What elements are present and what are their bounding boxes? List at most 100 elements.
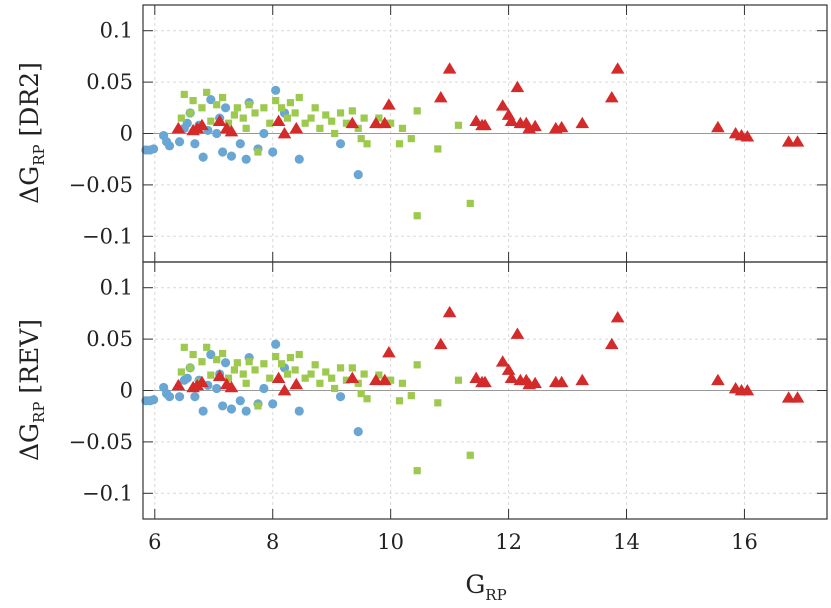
green-square-point [283, 370, 292, 378]
green-square-point [311, 104, 319, 112]
green-square-point [219, 349, 227, 358]
blue-circle-point [149, 395, 159, 405]
green-square-point [230, 366, 238, 374]
y-tick-label: −0.1 [82, 481, 133, 505]
green-square-point [360, 114, 368, 122]
blue-circle-point [164, 141, 175, 151]
green-square-point [251, 109, 259, 117]
red-triangle-point [528, 376, 542, 389]
green-square-point [291, 109, 299, 117]
green-square-point [387, 119, 395, 127]
green-square-point [413, 467, 421, 475]
green-square-point [189, 97, 197, 105]
green-square-point [360, 370, 368, 378]
green-square-point [354, 379, 362, 387]
green-square-point [251, 366, 259, 374]
red-triangle-point [271, 114, 286, 127]
green-square-point [242, 379, 250, 387]
green-square-point [260, 360, 268, 368]
green-square-point [203, 343, 211, 351]
green-square-point [189, 350, 197, 359]
red-triangle-point [604, 91, 619, 103]
red-triangle-point [224, 124, 239, 137]
blue-circle-point [335, 139, 346, 149]
x-axis-label: GRP [465, 570, 506, 604]
blue-circle-point [182, 373, 192, 383]
red-triangle-point [510, 327, 525, 339]
red-triangle-point [277, 127, 292, 139]
red-triangle-point [345, 116, 360, 129]
green-square-point [357, 135, 365, 143]
green-square-point [301, 119, 309, 127]
green-square-point [454, 376, 463, 384]
green-square-point [328, 374, 336, 382]
red-triangle-point [781, 135, 796, 147]
green-square-point [242, 124, 250, 132]
y-tick-label: 0 [120, 122, 133, 146]
red-triangle-point [604, 337, 619, 350]
green-square-point [260, 104, 268, 112]
red-triangle-point [382, 98, 396, 110]
green-square-point [177, 368, 185, 376]
green-square-point [387, 376, 395, 384]
red-triangle-point [740, 130, 755, 142]
red-triangle-point [442, 305, 457, 318]
red-triangle-point [554, 375, 569, 388]
top-panel: 0.1 0.05 0 −0.05 −0.1 [69, 4, 828, 263]
red-triangle-point [195, 375, 209, 388]
red-triangle-point [382, 345, 396, 358]
green-square-point [224, 374, 233, 382]
red-triangle-point [433, 91, 448, 103]
red-triangle-point [554, 120, 569, 133]
green-square-point [272, 97, 280, 105]
green-square-point [272, 352, 280, 361]
blue-circle-point [259, 383, 269, 394]
green-square-point [239, 370, 247, 378]
blue-circle-point [241, 154, 251, 164]
green-square-point [277, 360, 286, 368]
blue-circle-point [218, 147, 228, 157]
blue-circle-point [226, 404, 237, 414]
green-square-point [398, 124, 407, 132]
red-triangle-point [501, 363, 516, 375]
green-square-point [348, 107, 356, 115]
x-tick-label: 6 [148, 530, 161, 554]
green-square-point [186, 109, 194, 117]
green-square-point [207, 371, 215, 379]
blue-circle-point [198, 406, 208, 416]
red-triangle-point [478, 118, 492, 131]
green-square-point [322, 111, 330, 119]
red-triangle-point [790, 391, 805, 403]
blue-circle-point [335, 392, 346, 402]
green-square-point [213, 356, 221, 364]
green-square-point [357, 389, 365, 398]
blue-circle-point [174, 137, 185, 147]
green-square-point [316, 124, 324, 132]
green-square-point [331, 384, 339, 393]
green-square-point [307, 114, 315, 122]
green-square-point [245, 358, 253, 366]
blue-circle-point [190, 139, 200, 149]
green-square-point [398, 379, 407, 387]
green-square-point [266, 374, 274, 382]
y-tick-label: 0.1 [100, 276, 133, 300]
red-triangle-point [377, 116, 392, 129]
green-square-point [233, 359, 241, 367]
green-square-point [331, 129, 339, 138]
green-square-point [434, 145, 442, 153]
top-ylabel: ΔGRP [DR2] [15, 62, 48, 204]
green-square-point [466, 199, 474, 208]
blue-circle-point [353, 170, 363, 180]
red-triangle-point [510, 80, 525, 93]
red-triangle-point [195, 118, 209, 131]
blue-circle-point [164, 392, 175, 402]
green-square-point [277, 104, 286, 112]
x-tick-label: 14 [613, 530, 640, 554]
red-triangle-point [224, 380, 239, 393]
green-square-point [301, 374, 309, 382]
green-square-point [413, 107, 421, 115]
green-square-point [203, 88, 211, 96]
green-square-point [454, 121, 463, 129]
red-triangle-point [495, 99, 510, 111]
